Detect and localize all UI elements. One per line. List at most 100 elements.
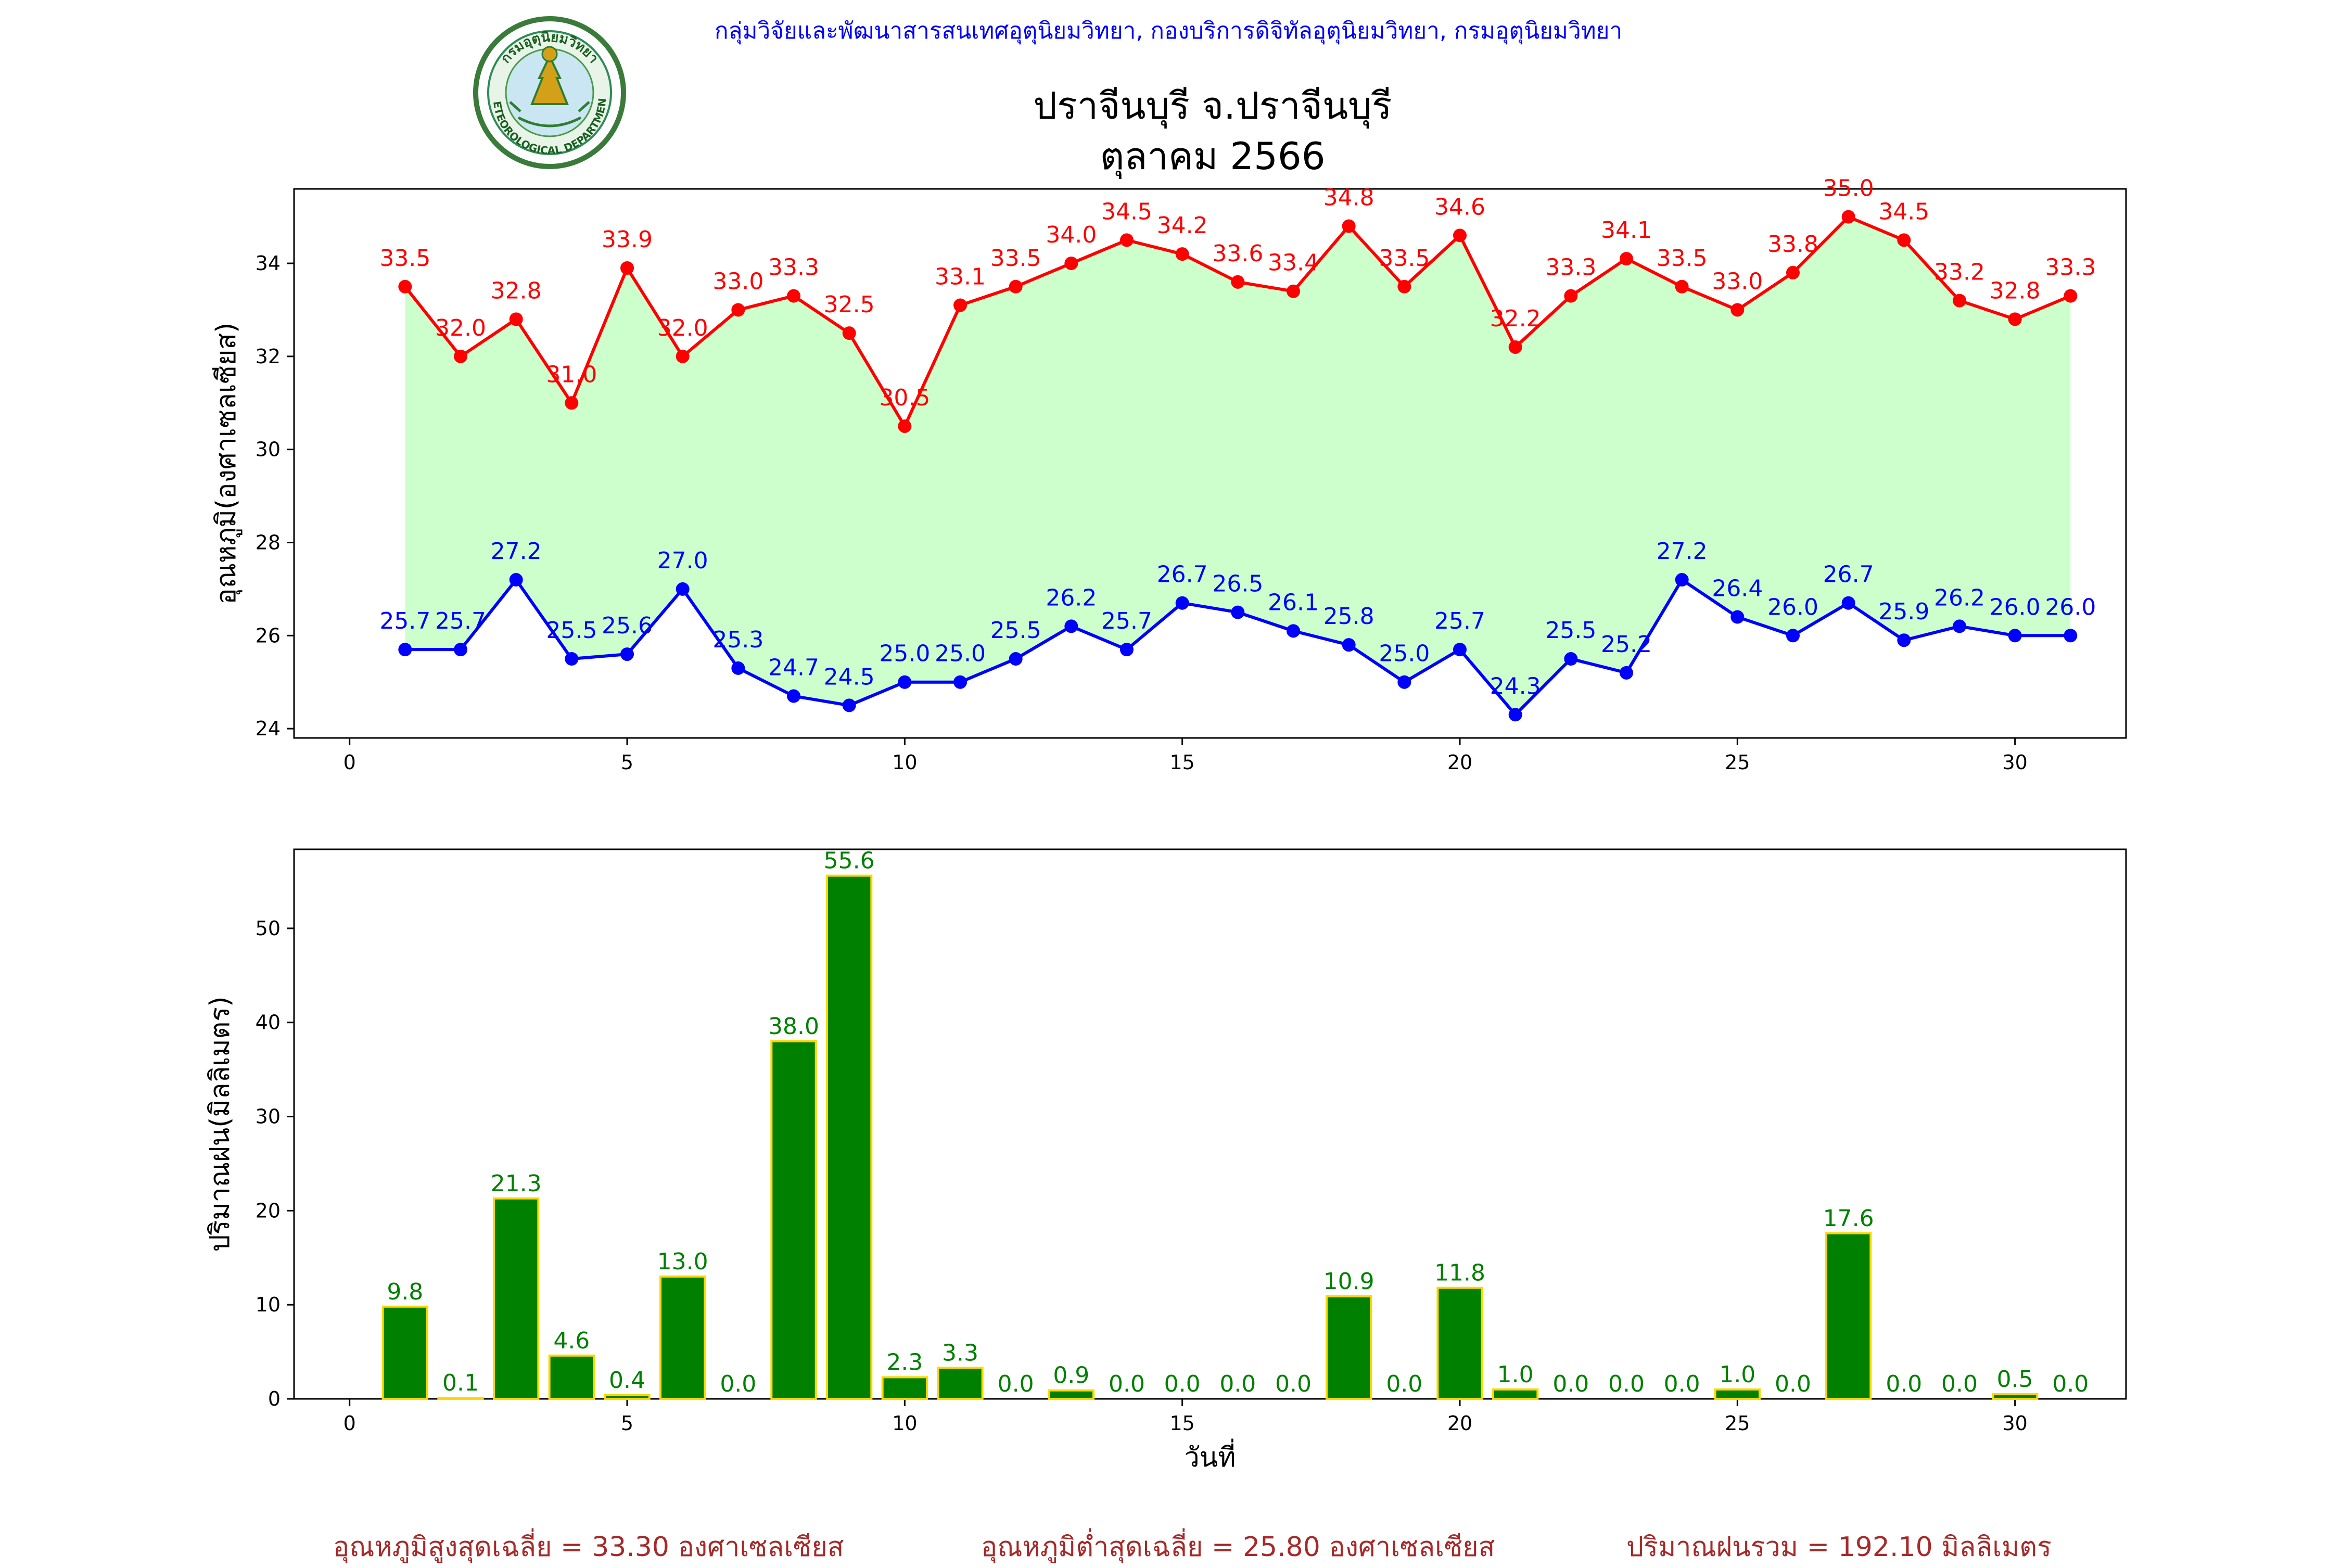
min-temp-point bbox=[2008, 629, 2022, 643]
y-tick-label: 20 bbox=[256, 1199, 281, 1222]
rain-bar bbox=[493, 1197, 540, 1400]
rain-data-label: 0.1 bbox=[442, 1370, 479, 1396]
min-temp-data-label: 24.5 bbox=[824, 664, 875, 690]
max-temp-point bbox=[1120, 233, 1134, 247]
max-temp-point bbox=[1730, 303, 1745, 317]
rain-data-label: 13.0 bbox=[657, 1248, 708, 1275]
max-temp-data-label: 33.5 bbox=[1657, 245, 1708, 272]
temp-range-band bbox=[405, 216, 2071, 715]
department-logo: กรมอุตุนิยมวิทยา METEOROLOGICAL DEPARTME… bbox=[0, 0, 626, 169]
min-temp-point bbox=[509, 573, 523, 587]
max-temp-data-label: 34.6 bbox=[1434, 194, 1485, 220]
max-temp-data-label: 33.9 bbox=[602, 226, 653, 253]
max-temp-point bbox=[1786, 265, 1800, 279]
y-tick-label: 0 bbox=[268, 1387, 281, 1410]
temperature-chart: 0 5 10 15 20 25 30 24 26 28 30 32 34 อุณหภูมิ(องศาเซล… bbox=[211, 175, 2127, 774]
max-temp-point bbox=[898, 419, 912, 433]
min-temp-point bbox=[1397, 675, 1411, 689]
rain-data-label: 0.0 bbox=[1886, 1371, 1922, 1397]
rain-bar bbox=[381, 1305, 429, 1400]
y-tick-label: 50 bbox=[256, 917, 281, 940]
chart-subtitle: ตุลาคม 2566 bbox=[1100, 134, 1325, 179]
x-tick-label: 20 bbox=[1447, 751, 1472, 774]
min-temp-point bbox=[1841, 596, 1855, 610]
rain-data-label: 0.0 bbox=[1664, 1371, 1700, 1397]
x-tick-label: 15 bbox=[1169, 1412, 1194, 1435]
min-temp-point bbox=[1175, 596, 1189, 610]
max-temp-point bbox=[620, 261, 634, 275]
rain-bar bbox=[770, 1040, 817, 1400]
max-temp-data-label: 33.8 bbox=[1767, 231, 1818, 258]
max-temp-data-label: 33.3 bbox=[768, 254, 819, 281]
min-temp-data-label: 24.7 bbox=[768, 655, 819, 681]
max-temp-data-label: 34.2 bbox=[1157, 212, 1208, 239]
min-temp-data-label: 27.2 bbox=[1657, 538, 1708, 565]
rain-data-label: 4.6 bbox=[553, 1328, 590, 1354]
max-temp-data-label: 32.5 bbox=[824, 291, 875, 318]
min-temp-data-label: 26.2 bbox=[1046, 584, 1097, 611]
max-temp-data-label: 32.8 bbox=[491, 277, 542, 304]
max-temp-point bbox=[1064, 257, 1078, 271]
y-tick-label: 30 bbox=[256, 438, 281, 461]
max-temp-data-label: 33.5 bbox=[1379, 245, 1430, 272]
max-temp-data-label: 34.0 bbox=[1046, 222, 1097, 248]
rain-bar bbox=[548, 1354, 595, 1400]
rain-data-label: 0.0 bbox=[1275, 1371, 1312, 1397]
max-temp-data-label: 33.3 bbox=[2045, 254, 2096, 281]
x-tick-label: 10 bbox=[892, 1412, 917, 1435]
rain-data-label: 3.3 bbox=[942, 1340, 978, 1366]
min-temp-point bbox=[620, 647, 634, 661]
x-tick-label: 20 bbox=[1447, 1412, 1472, 1435]
max-temp-point bbox=[1453, 228, 1467, 243]
min-temp-point bbox=[1009, 652, 1023, 666]
max-temp-data-label: 33.2 bbox=[1934, 259, 1985, 286]
max-temp-point bbox=[676, 349, 690, 363]
y-tick-label: 30 bbox=[256, 1105, 281, 1128]
rain-data-label: 0.0 bbox=[1552, 1371, 1589, 1397]
min-temp-data-label: 25.0 bbox=[879, 641, 930, 667]
max-temp-point bbox=[787, 289, 800, 303]
min-temp-data-label: 25.2 bbox=[1601, 631, 1652, 658]
rain-bar bbox=[604, 1394, 651, 1400]
x-tick-label: 10 bbox=[892, 751, 917, 774]
summary-max-temp: อุณหภูมิสูงสุดเฉลี่ย = 33.30 องศาเซลเซีย… bbox=[333, 1532, 844, 1563]
rain-data-label: 2.3 bbox=[886, 1349, 923, 1375]
rain-data-label: 0.0 bbox=[998, 1371, 1034, 1397]
max-temp-point bbox=[454, 349, 467, 363]
max-temp-point bbox=[1620, 252, 1633, 266]
rain-data-label: 55.6 bbox=[824, 848, 875, 874]
min-temp-point bbox=[1730, 610, 1745, 624]
max-temp-point bbox=[509, 312, 523, 326]
rain-bar bbox=[881, 1376, 928, 1400]
rain-data-label: 0.0 bbox=[1941, 1371, 1978, 1397]
min-temp-data-label: 26.0 bbox=[1990, 594, 2041, 620]
min-temp-point bbox=[454, 643, 467, 657]
y-tick-label: 28 bbox=[256, 531, 281, 554]
min-temp-point bbox=[1564, 652, 1578, 666]
x-tick-label: 25 bbox=[1725, 1412, 1750, 1435]
max-temp-point bbox=[1231, 275, 1245, 289]
max-temp-point bbox=[1564, 289, 1578, 303]
plot-frame bbox=[293, 188, 2127, 739]
max-temp-data-label: 33.3 bbox=[1545, 254, 1596, 281]
max-temp-point bbox=[1342, 219, 1356, 233]
min-temp-point bbox=[1897, 633, 1911, 647]
rain-bar bbox=[659, 1275, 706, 1400]
rain-data-label: 0.0 bbox=[1219, 1371, 1256, 1397]
max-temp-point bbox=[842, 326, 856, 340]
rain-bar bbox=[1492, 1388, 1539, 1400]
y-tick-label: 10 bbox=[256, 1293, 281, 1316]
min-temp-data-label: 26.2 bbox=[1934, 584, 1985, 611]
x-tick-label: 30 bbox=[2002, 1412, 2027, 1435]
max-temp-data-label: 30.5 bbox=[879, 385, 930, 411]
y-tick-label: 32 bbox=[256, 345, 281, 368]
x-tick-label: 0 bbox=[343, 751, 356, 774]
max-temp-point bbox=[2008, 312, 2022, 326]
max-temp-point bbox=[1508, 340, 1522, 354]
rain-bar bbox=[1436, 1286, 1483, 1400]
max-temp-data-label: 32.2 bbox=[1490, 305, 1541, 332]
min-temp-point bbox=[731, 661, 745, 675]
y-tick-label: 26 bbox=[256, 624, 281, 647]
min-temp-data-label: 25.0 bbox=[935, 641, 986, 667]
